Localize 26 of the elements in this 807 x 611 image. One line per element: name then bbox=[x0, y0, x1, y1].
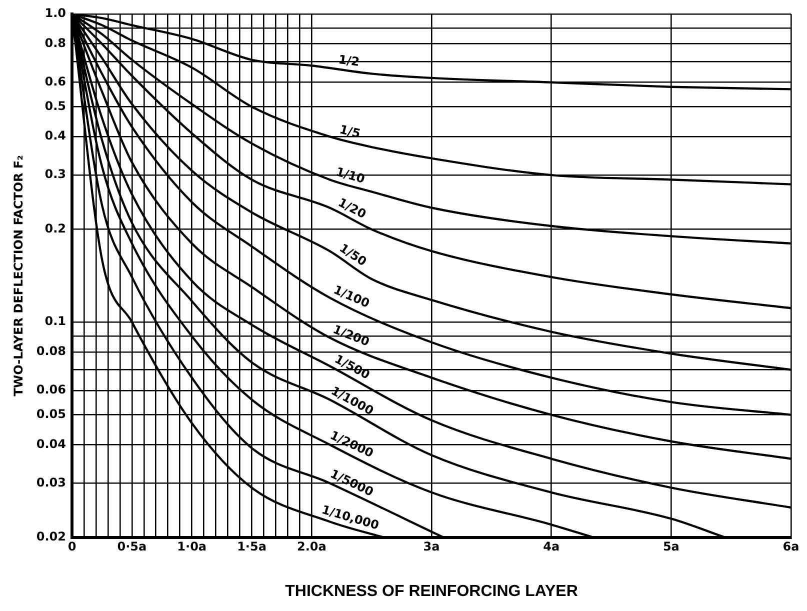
x-tick-label: 5a bbox=[662, 540, 680, 554]
text: 1/20 bbox=[336, 195, 368, 222]
x-tick-label: 6a bbox=[782, 540, 800, 554]
y-tick-label: 0.2 bbox=[44, 221, 66, 236]
x-axis-title: THICKNESS OF REINFORCING LAYER bbox=[285, 582, 578, 600]
y-tick-label: 0.4 bbox=[44, 128, 66, 143]
y-tick-label: 0.3 bbox=[44, 167, 66, 182]
y-tick-label: 0.05 bbox=[36, 406, 66, 421]
y-tick-label: 0.5 bbox=[44, 98, 66, 113]
x-tick-label: 3a bbox=[423, 540, 440, 554]
x-tick-label: 1·5a bbox=[237, 540, 266, 554]
y-tick-label: 0.08 bbox=[36, 344, 66, 358]
x-tick-label: 4a bbox=[543, 540, 560, 554]
y-tick-label: 1.0 bbox=[44, 6, 66, 20]
y-tick-label: 0.02 bbox=[36, 530, 66, 544]
x-tick-label: 2.0a bbox=[296, 540, 326, 554]
x-tick-label: 0·5a bbox=[117, 540, 147, 554]
y-tick-label: 0.6 bbox=[44, 74, 66, 88]
y-axis-title: TWO-LAYER DEFLECTION FACTOR F₂ bbox=[11, 155, 26, 396]
x-tick-label: 0 bbox=[68, 540, 76, 554]
y-tick-label: 0.04 bbox=[36, 436, 66, 451]
y-tick-label: 0.06 bbox=[36, 382, 66, 397]
x-tick-label: 1·0a bbox=[177, 540, 207, 554]
y-tick-label: 0.1 bbox=[44, 314, 66, 328]
y-tick-label: 0.8 bbox=[44, 36, 66, 50]
y-tick-label: 0.03 bbox=[36, 475, 66, 490]
